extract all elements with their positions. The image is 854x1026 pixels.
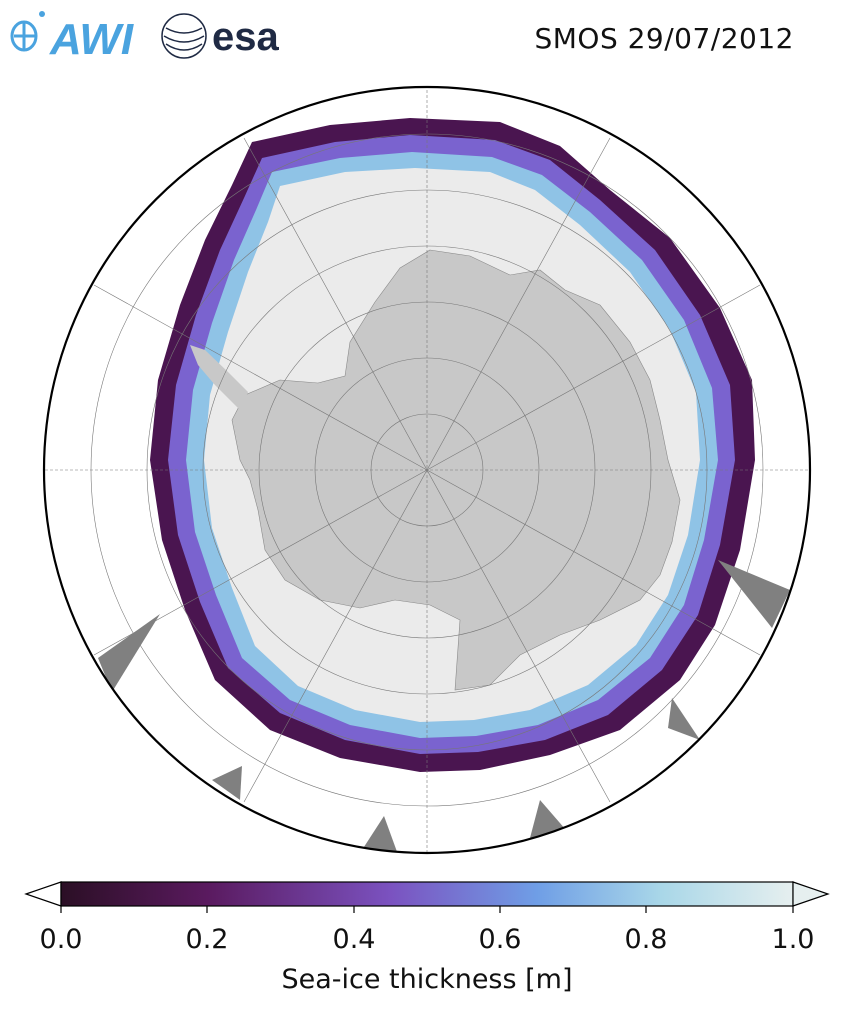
colorbar xyxy=(24,881,830,913)
no-data-wedges xyxy=(98,560,790,853)
colorbar-under-arrow xyxy=(24,881,62,907)
colorbar-label: Sea-ice thickness [m] xyxy=(281,964,573,995)
map-title: SMOS 29/07/2012 xyxy=(534,22,794,55)
colorbar-tick-label: 1.0 xyxy=(771,924,815,955)
colorbar-tick-label: 0.0 xyxy=(39,924,83,955)
awi-logo-text: AWI xyxy=(49,15,134,62)
sea-ice-map xyxy=(42,85,812,855)
awi-logo: AWI xyxy=(10,11,134,62)
colorbar-gradient xyxy=(60,881,794,907)
colorbar-ticks xyxy=(60,906,794,913)
antarctic-peninsula xyxy=(190,345,248,410)
esa-logo-text: esa xyxy=(212,15,279,59)
colorbar-tick-label: 0.2 xyxy=(185,924,229,955)
colorbar-tick-label: 0.8 xyxy=(624,924,668,955)
colorbar-tick-label: 0.4 xyxy=(332,924,376,955)
esa-logo: esa xyxy=(161,13,279,59)
colorbar-over-arrow xyxy=(792,881,830,907)
globe-outline xyxy=(42,85,812,855)
colorbar-tick-label: 0.6 xyxy=(478,924,522,955)
